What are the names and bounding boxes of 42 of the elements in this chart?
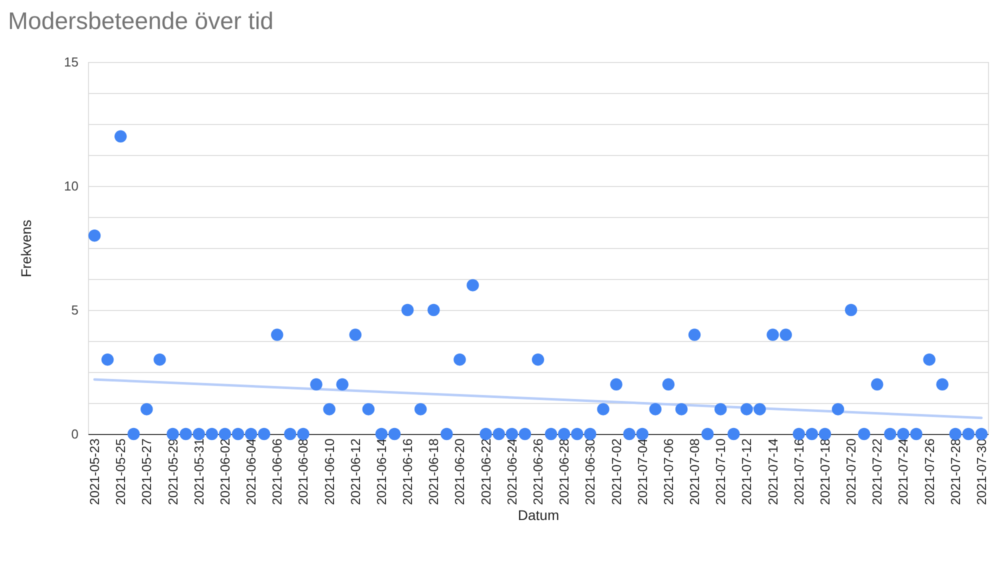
- x-tick-label: 2021-05-27: [139, 438, 154, 505]
- x-tick-label: 2021-07-24: [896, 438, 911, 505]
- x-tick-label: 2021-06-14: [374, 438, 389, 505]
- x-tick-label: 2021-06-12: [348, 438, 363, 505]
- x-tick-label: 2021-06-26: [530, 438, 546, 505]
- x-tick-label: 2021-06-06: [270, 438, 285, 505]
- x-tick-label: 2021-07-04: [634, 438, 650, 505]
- y-tick-label: 0: [71, 426, 78, 442]
- y-tick-label: 10: [64, 178, 78, 194]
- x-tick-label: 2021-07-08: [687, 438, 702, 505]
- x-tick-label: 2021-06-28: [556, 438, 572, 505]
- x-tick-label: 2021-06-10: [322, 438, 337, 505]
- x-tick-label: 2021-07-28: [948, 438, 963, 505]
- x-tick-label: 2021-05-29: [165, 438, 180, 505]
- x-tick-label: 2021-07-12: [739, 438, 754, 505]
- x-tick-label: 2021-06-30: [582, 438, 598, 505]
- x-tick-label: 2021-07-30: [974, 438, 989, 505]
- x-tick-label: 2021-06-08: [296, 438, 311, 505]
- x-tick-label: 2021-07-10: [713, 438, 728, 505]
- x-tick-label: 2021-06-02: [217, 438, 232, 505]
- y-tick-label: 15: [64, 54, 78, 70]
- x-tick-label: 2021-07-26: [922, 438, 937, 505]
- chart-title: Modersbeteende över tid: [8, 8, 274, 35]
- x-tick-label: 2021-07-02: [608, 438, 624, 505]
- x-axis-title: Datum: [518, 507, 560, 523]
- x-tick-label: 2021-07-22: [870, 438, 885, 505]
- x-tick-label: 2021-05-25: [113, 438, 128, 505]
- x-tick-label: 2021-06-04: [244, 438, 259, 505]
- x-tick-label: 2021-07-06: [660, 438, 676, 505]
- x-tick-label: 2021-05-23: [87, 438, 102, 505]
- x-tick-label: 2021-06-22: [478, 438, 494, 505]
- x-tick-label: 2021-05-31: [191, 438, 206, 505]
- x-tick-label: 2021-06-18: [426, 438, 442, 505]
- x-tick-label: 2021-06-20: [452, 438, 468, 505]
- y-axis-title: Frekvens: [18, 220, 34, 278]
- x-tick-label: 2021-07-16: [791, 438, 806, 505]
- y-tick-label: 5: [71, 302, 78, 318]
- x-tick-label: 2021-07-14: [765, 438, 780, 505]
- x-tick-label: 2021-06-16: [400, 438, 416, 505]
- x-tick-label: 2021-06-24: [504, 438, 520, 505]
- x-tick-label: 2021-07-20: [844, 438, 859, 505]
- x-tick-label: 2021-07-18: [817, 438, 832, 505]
